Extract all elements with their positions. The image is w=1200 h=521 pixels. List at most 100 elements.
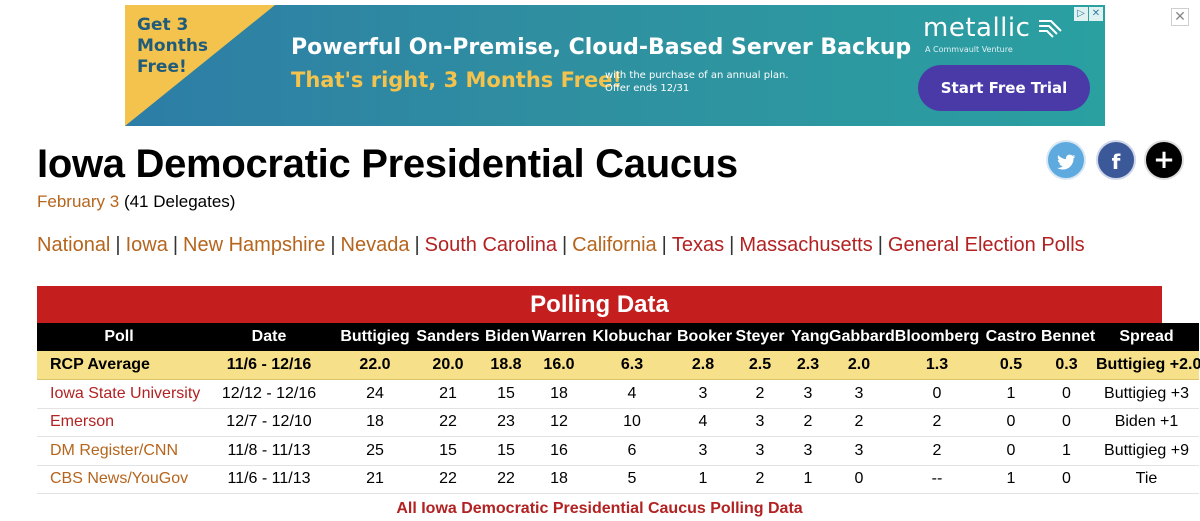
table-cell: 15 <box>413 436 483 466</box>
column-header-bennet[interactable]: Bennet <box>1039 323 1095 351</box>
column-header-yang[interactable]: Yang <box>789 323 829 351</box>
ad-headline: Powerful On-Premise, Cloud-Based Server … <box>291 35 912 60</box>
table-cell: 22 <box>413 408 483 437</box>
column-header-booker[interactable]: Booker <box>675 323 732 351</box>
table-cell: 3 <box>731 436 789 466</box>
delegates-count: (41 Delegates) <box>123 192 236 211</box>
nav-link-national[interactable]: National <box>37 234 111 256</box>
poll-link[interactable]: Emerson <box>50 413 115 431</box>
column-header-castro[interactable]: Castro <box>983 323 1039 351</box>
nav-separator: | <box>877 234 883 256</box>
column-header-klobuchar[interactable]: Klobuchar <box>589 323 675 351</box>
table-cell: 12/12 - 12/16 <box>201 379 337 409</box>
column-header-steyer[interactable]: Steyer <box>731 323 789 351</box>
nav-separator: | <box>115 234 121 256</box>
plus-icon: + <box>1153 145 1175 175</box>
table-cell: 1 <box>983 379 1039 409</box>
table-cell: 2.5 <box>731 351 789 380</box>
table-cell: Tie <box>1094 465 1199 494</box>
nav-link-general-election[interactable]: General Election Polls <box>887 234 1085 256</box>
table-cell: 18 <box>337 408 413 437</box>
nav-link-new-hampshire[interactable]: New Hampshire <box>183 234 326 256</box>
polling-data-panel: Polling Data Poll Date Buttigieg Sanders Bid… <box>37 286 1200 521</box>
caucus-date: February 3 (41 Delegates) <box>37 192 235 212</box>
table-cell: 0 <box>1039 408 1094 437</box>
metallic-logo-icon <box>1039 20 1062 38</box>
column-header-spread[interactable]: Spread <box>1094 323 1199 351</box>
poll-name-cell: DM Register/CNN <box>37 436 201 466</box>
ad-close-icon[interactable]: ✕ <box>1089 7 1103 21</box>
table-cell: 3 <box>675 436 731 466</box>
column-header-buttigieg[interactable]: Buttigieg <box>337 323 413 351</box>
caucus-date-link[interactable]: February 3 <box>37 192 120 211</box>
ad-controls: ▷ ✕ <box>1074 7 1103 21</box>
table-row: Iowa State University 12/12 - 12/16 24 21 15… <box>37 379 1199 409</box>
table-cell: 2 <box>731 465 789 494</box>
poll-name-cell: CBS News/YouGov <box>37 465 201 494</box>
table-cell: 0 <box>1039 465 1094 494</box>
rcp-average-label: RCP Average <box>37 351 201 380</box>
state-nav: National | Iowa | New Hampshire | Nevada | South… <box>37 234 1085 257</box>
ad-banner[interactable]: Get 3 Months Free! Powerful On-Premise, … <box>125 5 1105 126</box>
table-cell: 18 <box>529 379 589 409</box>
twitter-icon <box>1057 154 1076 170</box>
ad-brand-logo: metallic <box>923 13 1031 43</box>
all-polling-data-link[interactable]: All Iowa Democratic Presidential Caucus … <box>37 494 1162 521</box>
table-cell: 2 <box>891 436 983 466</box>
column-header-warren[interactable]: Warren <box>529 323 589 351</box>
table-cell: 22.0 <box>337 351 413 380</box>
ad-promo-text: Get 3 Months Free! <box>137 15 209 77</box>
table-cell: 12 <box>529 408 589 437</box>
poll-name-cell: Iowa State University <box>37 379 201 409</box>
table-cell: -- <box>891 465 983 494</box>
table-cell: 4 <box>589 379 675 409</box>
table-cell: 11/6 - 12/16 <box>201 351 337 380</box>
nav-link-iowa[interactable]: Iowa <box>125 234 168 256</box>
ad-fine-print: with the purchase of an annual plan. Off… <box>605 70 789 94</box>
nav-separator: | <box>729 234 735 256</box>
column-header-bloomberg[interactable]: Bloomberg <box>891 323 983 351</box>
table-cell: 0 <box>891 379 983 409</box>
table-cell: 5 <box>589 465 675 494</box>
nav-link-nevada[interactable]: Nevada <box>340 234 410 256</box>
close-ad-button[interactable]: ✕ <box>1171 8 1189 26</box>
column-header-poll[interactable]: Poll <box>37 323 201 351</box>
column-header-date[interactable]: Date <box>201 323 337 351</box>
column-header-biden[interactable]: Biden <box>483 323 529 351</box>
table-cell: 22 <box>483 465 529 494</box>
nav-separator: | <box>414 234 420 256</box>
nav-link-california[interactable]: California <box>572 234 657 256</box>
polling-data-heading: Polling Data <box>37 286 1162 323</box>
table-cell: 15 <box>483 436 529 466</box>
table-cell: 0 <box>983 408 1039 437</box>
table-cell: 0.3 <box>1039 351 1094 380</box>
ad-choices-icon[interactable]: ▷ <box>1074 7 1088 21</box>
column-header-sanders[interactable]: Sanders <box>413 323 483 351</box>
start-free-trial-button[interactable]: Start Free Trial <box>918 65 1090 111</box>
table-cell: 1 <box>675 465 731 494</box>
table-cell: 11/6 - 11/13 <box>201 465 337 494</box>
table-cell: 15 <box>483 379 529 409</box>
table-header-row: Poll Date Buttigieg Sanders Biden Warren Klobu… <box>37 323 1199 351</box>
table-cell: 1.3 <box>891 351 983 380</box>
nav-link-texas[interactable]: Texas <box>671 234 725 256</box>
table-cell: 2.8 <box>675 351 731 380</box>
nav-separator: | <box>561 234 568 256</box>
table-cell: 2.0 <box>827 351 891 380</box>
facebook-share-button[interactable]: f <box>1096 140 1136 180</box>
table-cell: 10 <box>589 408 675 437</box>
poll-link[interactable]: CBS News/YouGov <box>50 470 189 488</box>
column-header-gabbard[interactable]: Gabbard <box>827 323 895 351</box>
table-cell: 0 <box>1039 379 1094 409</box>
table-row: Emerson 12/7 - 12/10 18 22 23 12 10 4 3 2 2 2 0 0 Bide… <box>37 408 1199 437</box>
poll-link[interactable]: DM Register/CNN <box>50 441 179 459</box>
table-cell: 0.5 <box>983 351 1039 380</box>
nav-link-massachusetts[interactable]: Massachusetts <box>739 234 873 256</box>
table-cell: 2 <box>731 379 789 409</box>
more-share-button[interactable]: + <box>1144 140 1184 180</box>
page-title: Iowa Democratic Presidential Caucus <box>37 142 738 186</box>
poll-link[interactable]: Iowa State University <box>50 384 201 402</box>
ad-subhead: That's right, 3 Months Free! <box>291 68 623 92</box>
nav-link-south-carolina[interactable]: South Carolina <box>424 234 557 256</box>
twitter-share-button[interactable] <box>1046 140 1086 180</box>
